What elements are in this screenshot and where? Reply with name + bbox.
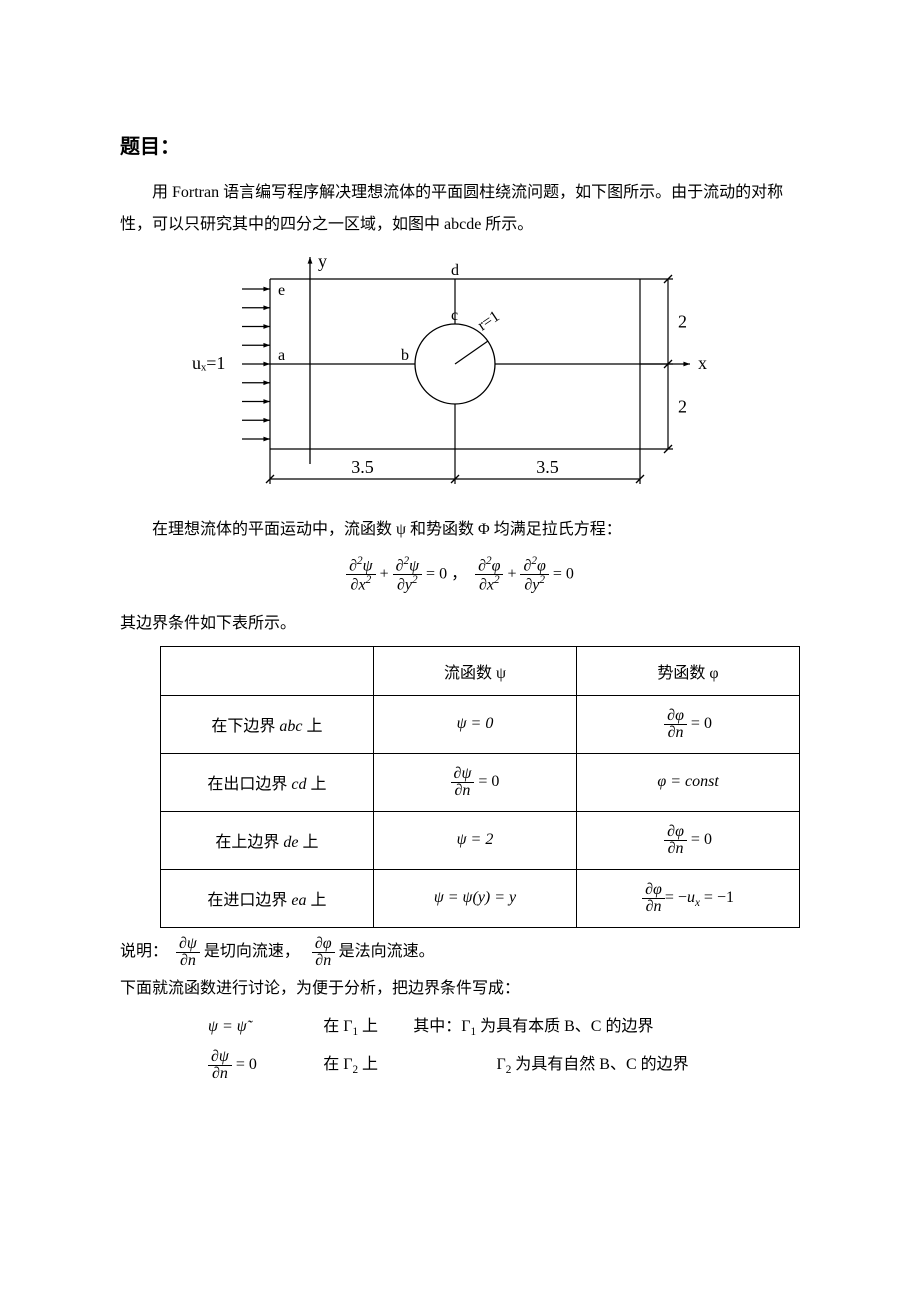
boundary-condition-table: 流函数 ψ 势函数 φ 在下边界 abc 上ψ = 0∂φ∂n = 0在出口边界… xyxy=(160,646,800,928)
svg-text:2: 2 xyxy=(678,397,687,417)
svg-text:e: e xyxy=(278,282,285,299)
bc2-desc: Γ2 为具有自然 B、C 的边界 xyxy=(496,1049,688,1082)
svg-text:3.5: 3.5 xyxy=(351,457,374,477)
page: 题目： 用 Fortran 语言编写程序解决理想流体的平面圆柱绕流问题，如下图所… xyxy=(0,0,920,1302)
heading: 题目： xyxy=(120,130,800,159)
bc1-lhs: ψ = ψ̃ xyxy=(208,1011,288,1043)
table-header-blank xyxy=(161,646,374,695)
bc-def-1: ψ = ψ̃ 在 Γ1 上 其中：Γ1 为具有本质 B、C 的边界 xyxy=(208,1011,800,1044)
table-header-phi: 势函数 φ xyxy=(577,646,800,695)
table-row: 在出口边界 cd 上∂ψ∂n = 0φ = const xyxy=(161,753,800,811)
svg-text:3.5: 3.5 xyxy=(536,457,559,477)
svg-text:2: 2 xyxy=(678,312,687,332)
table-row: 在下边界 abc 上ψ = 0∂φ∂n = 0 xyxy=(161,695,800,753)
svg-text:a: a xyxy=(278,347,285,364)
laplace-equations: ∂2ψ∂x2 + ∂2ψ∂y2 = 0 ， ∂2φ∂x2 + ∂2φ∂y2 = … xyxy=(120,556,800,594)
note-line: 说明： ∂ψ∂n 是切向流速， ∂φ∂n 是法向流速。 xyxy=(120,936,800,969)
diagram-figure: x y r=1 a b c d e uₓ=1 3.5 3.5 2 2 xyxy=(120,249,800,504)
bc2-lhs: ∂ψ∂n = 0 xyxy=(208,1049,288,1082)
note-end: 是法向流速。 xyxy=(339,943,435,960)
paragraph-4: 下面就流函数进行讨论，为便于分析，把边界条件写成： xyxy=(120,973,800,1005)
bc-def-2: ∂ψ∂n = 0 在 Γ2 上 Γ2 为具有自然 B、C 的边界 xyxy=(208,1049,800,1082)
svg-text:r=1: r=1 xyxy=(475,308,503,335)
paragraph-1: 用 Fortran 语言编写程序解决理想流体的平面圆柱绕流问题，如下图所示。由于… xyxy=(120,177,800,241)
note-prefix: 说明： xyxy=(120,943,168,960)
flow-diagram-svg: x y r=1 a b c d e uₓ=1 3.5 3.5 2 2 xyxy=(190,249,730,499)
table-header-psi: 流函数 ψ xyxy=(373,646,576,695)
svg-text:x: x xyxy=(698,353,707,373)
bc1-where: 在 Γ1 上 xyxy=(323,1011,378,1044)
svg-text:d: d xyxy=(451,262,459,279)
table-header-row: 流函数 ψ 势函数 φ xyxy=(161,646,800,695)
svg-text:uₓ=1: uₓ=1 xyxy=(192,353,225,373)
svg-text:b: b xyxy=(401,347,409,364)
svg-text:y: y xyxy=(318,251,327,271)
paragraph-3: 其边界条件如下表所示。 xyxy=(120,608,800,640)
paragraph-2: 在理想流体的平面运动中，流函数 ψ 和势函数 Φ 均满足拉氏方程： xyxy=(120,514,800,546)
note-mid: 是切向流速， xyxy=(204,943,300,960)
bc1-desc: 其中：Γ1 为具有本质 B、C 的边界 xyxy=(413,1011,653,1044)
bc2-where: 在 Γ2 上 xyxy=(323,1049,378,1082)
table-row: 在进口边界 ea 上ψ = ψ(y) = y∂φ∂n= −ux = −1 xyxy=(161,869,800,927)
table-row: 在上边界 de 上ψ = 2∂φ∂n = 0 xyxy=(161,811,800,869)
svg-text:c: c xyxy=(451,307,458,324)
